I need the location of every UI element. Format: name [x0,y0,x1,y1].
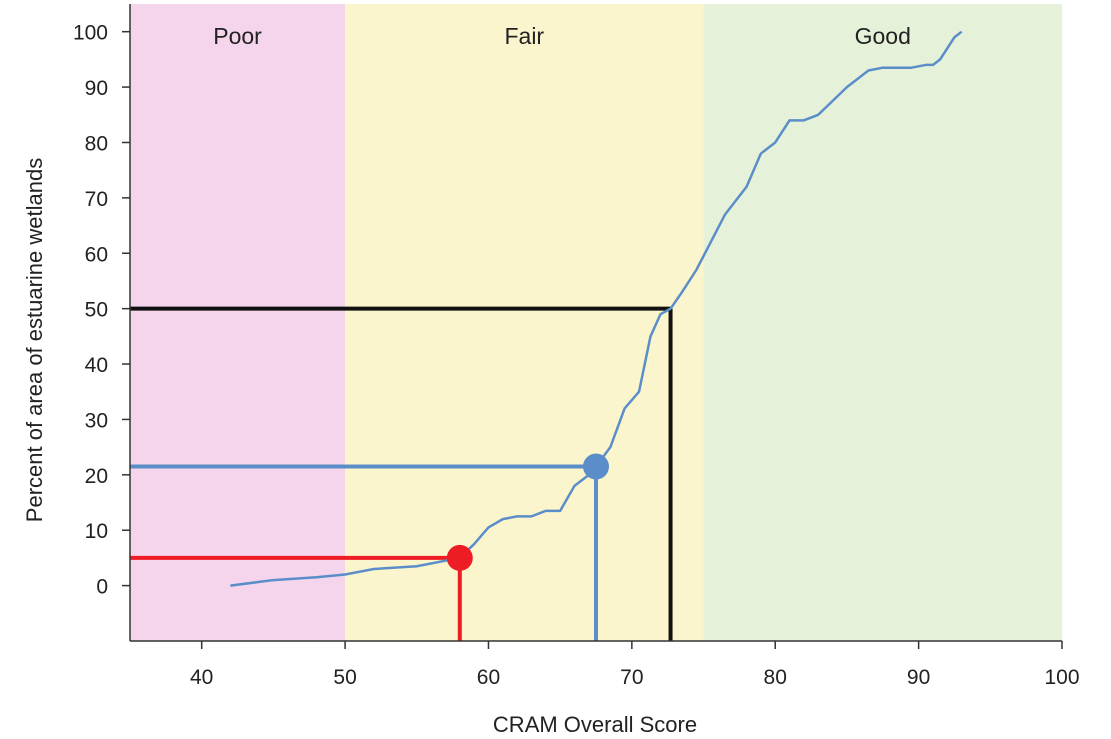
axes [129,4,1062,642]
y-axis-title: Percent of area of estuarine wetlands [22,158,47,522]
marker-point-1 [583,453,609,480]
band-poor [130,4,346,641]
x-axis-title: CRAM Overall Score [493,712,697,737]
y-tick-label: 60 [85,243,108,266]
x-tick-label: 80 [764,666,787,689]
x-tick-label: 40 [190,666,213,689]
band-good [703,4,1062,641]
y-tick-label: 10 [85,520,108,543]
band-label-good: Good [855,23,911,49]
x-tick-label: 100 [1044,666,1079,689]
x-tick-label: 70 [620,666,643,689]
y-tick-label: 20 [85,465,108,488]
reference-guides [130,306,673,641]
marker-point-0 [446,544,473,571]
y-tick-label: 40 [85,354,108,377]
x-tick-labels: 40 50 60 70 80 90 100 [190,641,1080,689]
band-label-poor: Poor [213,23,262,49]
point-markers [446,453,609,571]
y-tick-label: 50 [85,299,108,322]
band-fair [345,4,704,641]
x-tick-label: 60 [477,666,500,689]
y-tick-label: 80 [85,132,108,155]
y-tick-label: 90 [85,77,108,100]
band-labels: Poor Fair Good [213,23,911,49]
y-tick-label: 100 [73,22,108,45]
x-tick-label: 90 [907,666,930,689]
band-label-fair: Fair [504,23,544,49]
y-tick-label: 0 [96,576,108,599]
y-tick-labels: 0 10 20 30 40 50 60 70 80 90 100 [73,22,130,599]
y-tick-label: 30 [85,409,108,432]
score-bands [130,4,1062,641]
x-tick-label: 50 [333,666,356,689]
y-tick-label: 70 [85,188,108,211]
